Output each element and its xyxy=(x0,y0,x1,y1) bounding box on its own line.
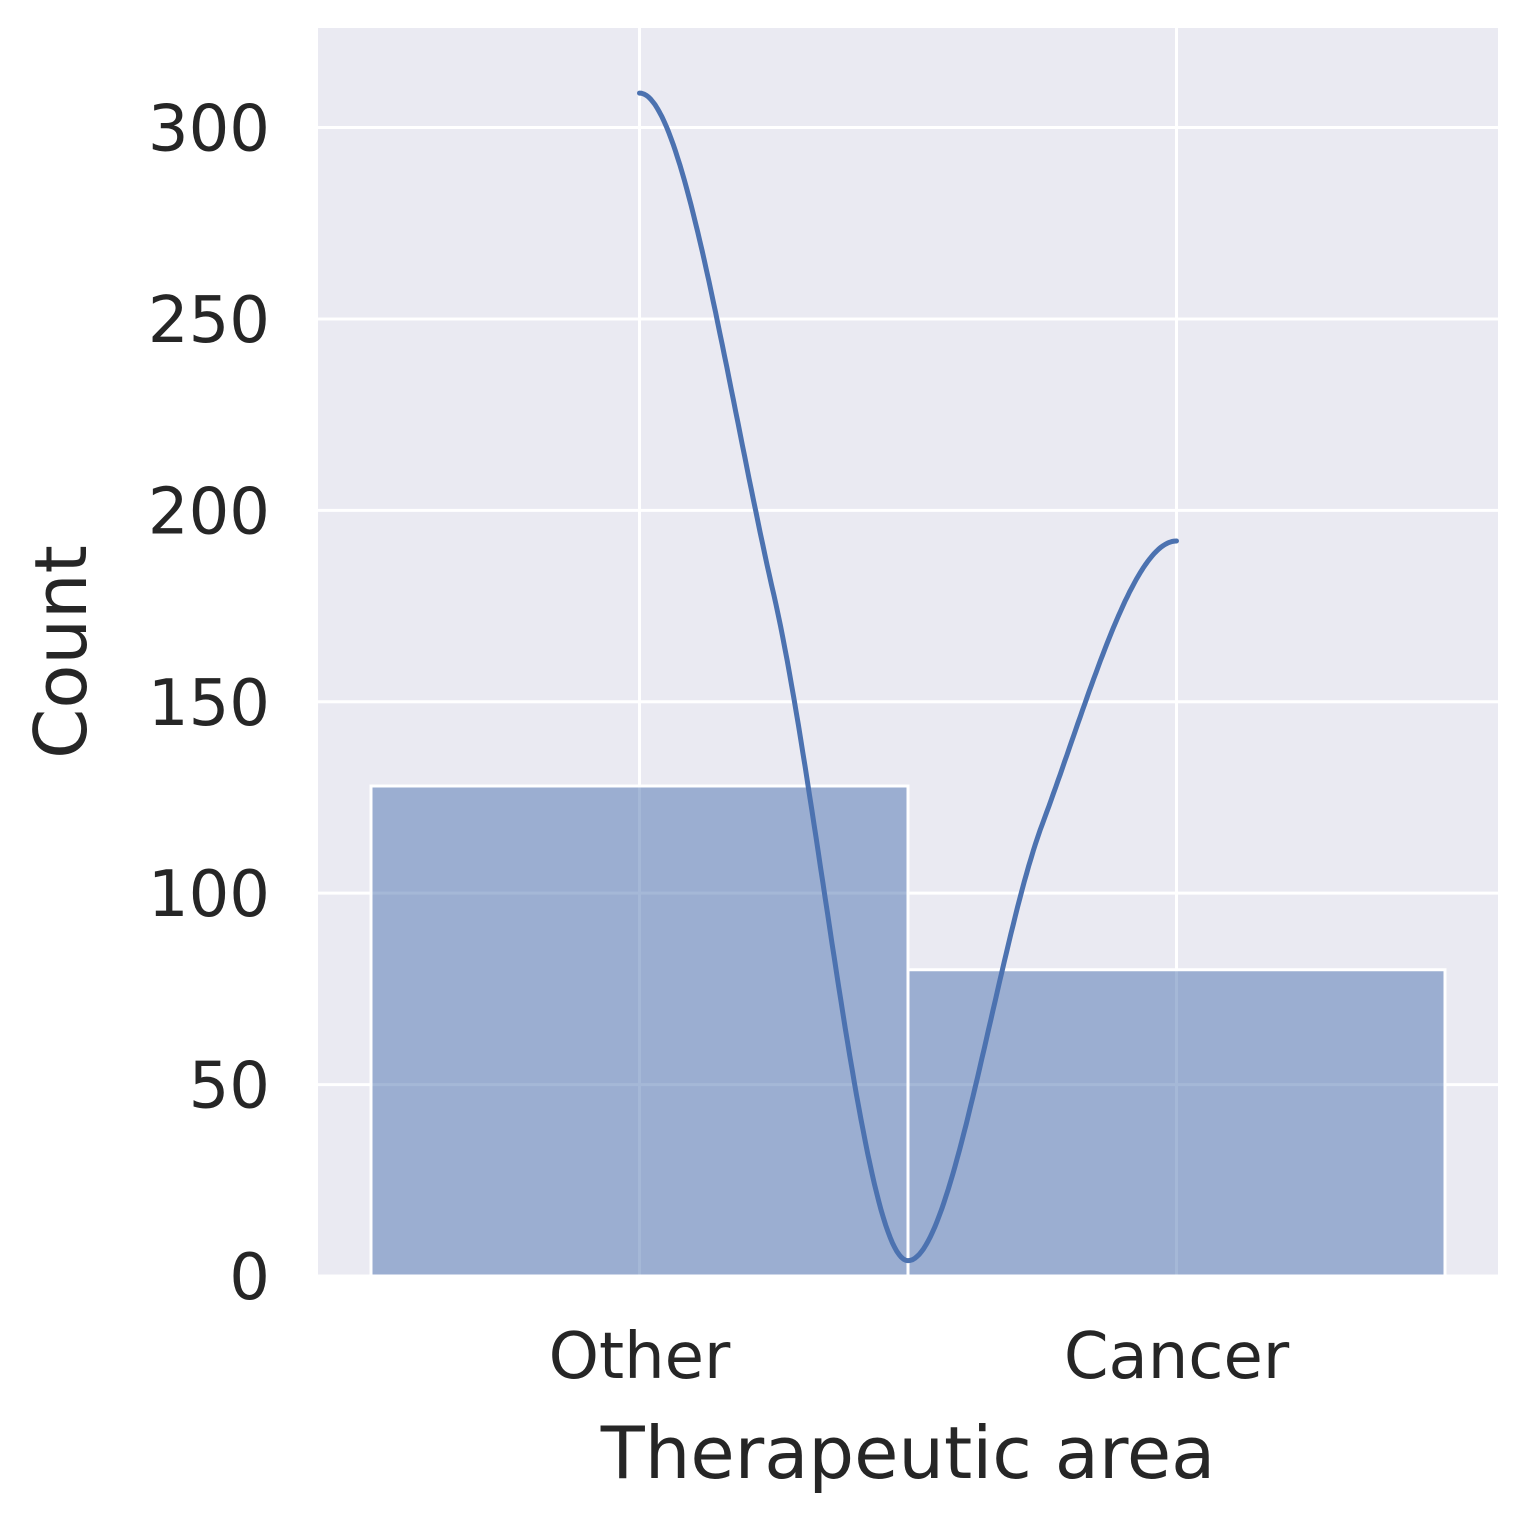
y-axis-label: Count xyxy=(19,545,103,759)
bar-other xyxy=(369,784,910,1278)
y-tick-label: 150 xyxy=(148,667,270,741)
kde-curve xyxy=(637,90,1179,1264)
bars xyxy=(369,784,1447,1278)
x-tick-label: Other xyxy=(549,1320,731,1394)
kde-line xyxy=(637,90,1179,1264)
bar-cancer xyxy=(906,968,1447,1278)
y-tick-label: 50 xyxy=(189,1050,270,1124)
x-tick-label: Cancer xyxy=(1064,1320,1290,1394)
y-tick-labels: 0 50 100 150 200 250 300 xyxy=(148,93,270,1315)
x-axis-label: Therapeutic area xyxy=(600,1411,1216,1495)
y-tick-label: 250 xyxy=(148,284,270,358)
y-tick-label: 300 xyxy=(148,93,270,167)
y-tick-label: 100 xyxy=(148,858,270,932)
x-tick-labels: Other Cancer xyxy=(549,1320,1290,1394)
y-tick-label: 0 xyxy=(229,1241,270,1315)
y-tick-label: 200 xyxy=(148,475,270,549)
